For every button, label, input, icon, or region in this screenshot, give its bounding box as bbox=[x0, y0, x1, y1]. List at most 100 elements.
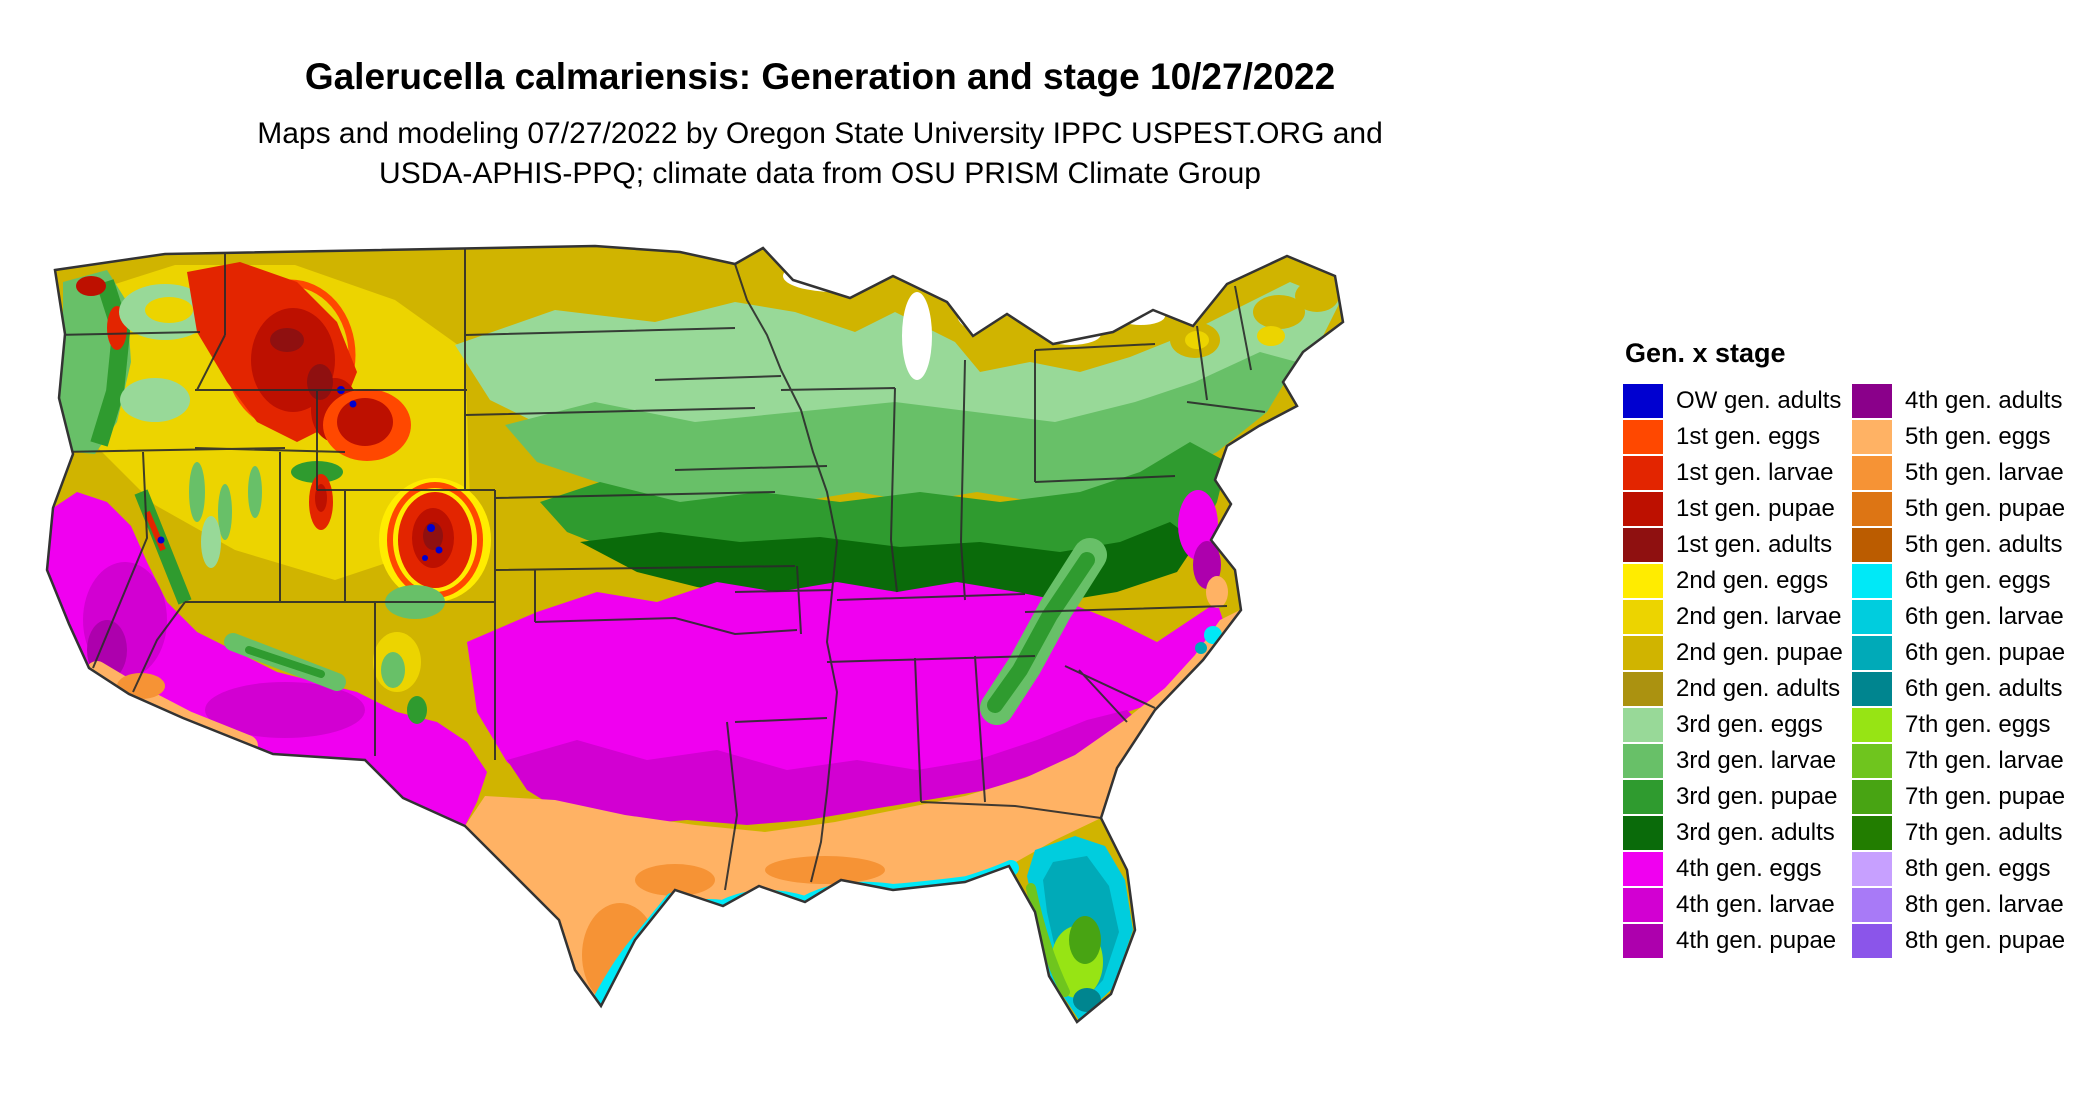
legend-swatch bbox=[1623, 816, 1663, 850]
legend-swatch bbox=[1852, 384, 1892, 418]
legend-swatch bbox=[1852, 456, 1892, 490]
legend-swatch bbox=[1623, 456, 1663, 490]
legend-swatch bbox=[1852, 708, 1892, 742]
map-container bbox=[35, 240, 1565, 1085]
mogollon-dark-green bbox=[245, 646, 325, 678]
legend-swatch bbox=[1852, 564, 1892, 598]
legend-swatch bbox=[1623, 564, 1663, 598]
nc-sound-teal-speck bbox=[1195, 642, 1207, 654]
us-outline bbox=[45, 244, 1345, 1024]
legend-label: 3rd gen. eggs bbox=[1676, 711, 1823, 738]
appalachian-dark-ridge bbox=[987, 552, 1095, 713]
legend-label: 1st gen. eggs bbox=[1676, 423, 1821, 450]
legend-row: 4th gen. eggs bbox=[1623, 851, 1852, 887]
legend-swatch bbox=[1623, 384, 1663, 418]
page-title: Galerucella calmariensis: Generation and… bbox=[304, 56, 1336, 97]
legend-label: 6th gen. pupae bbox=[1905, 639, 2066, 666]
legend-row: 6th gen. adults bbox=[1852, 671, 2065, 707]
great-basin-green-stripe bbox=[248, 466, 262, 518]
legend-swatch bbox=[1852, 672, 1892, 706]
legend-label: 4th gen. pupae bbox=[1676, 927, 1837, 954]
yuma-orange bbox=[117, 673, 165, 699]
legend-row: 3rd gen. adults bbox=[1623, 815, 1852, 851]
legend-label: 3rd gen. larvae bbox=[1676, 747, 1837, 774]
maine-mustard bbox=[1295, 280, 1339, 312]
new-mexico-green bbox=[381, 652, 405, 688]
legend-swatch bbox=[1852, 852, 1892, 886]
legend-row: 7th gen. larvae bbox=[1852, 743, 2065, 779]
ow-blue-speck bbox=[435, 546, 443, 554]
legend-label: 2nd gen. adults bbox=[1676, 675, 1841, 702]
legend-label: 3rd gen. adults bbox=[1676, 819, 1835, 846]
legend-row: 8th gen. pupae bbox=[1852, 923, 2065, 959]
legend-swatch bbox=[1623, 924, 1663, 958]
legend-label: 1st gen. larvae bbox=[1676, 459, 1834, 486]
ow-blue-speck bbox=[427, 524, 435, 532]
legend-swatch bbox=[1852, 528, 1892, 562]
legend-label: 2nd gen. larvae bbox=[1676, 603, 1842, 630]
legend-row: 1st gen. eggs bbox=[1623, 419, 1852, 455]
florida-tip-dark-teal bbox=[1073, 988, 1101, 1012]
legend-row: 4th gen. pupae bbox=[1623, 923, 1852, 959]
ow-blue-speck bbox=[422, 555, 428, 561]
ow-blue-speck bbox=[157, 536, 165, 544]
ow-blue-speck bbox=[349, 400, 357, 408]
legend-label: 2nd gen. pupae bbox=[1676, 639, 1843, 666]
legend-swatch bbox=[1623, 420, 1663, 454]
legend-row: OW gen. adults bbox=[1623, 383, 1852, 419]
legend-row: 5th gen. eggs bbox=[1852, 419, 2065, 455]
legend-label: 4th gen. eggs bbox=[1676, 855, 1822, 882]
legend-swatch bbox=[1623, 708, 1663, 742]
legend-row: 7th gen. eggs bbox=[1852, 707, 2065, 743]
region-gulf-orange bbox=[765, 856, 885, 884]
legend-label: 1st gen. pupae bbox=[1676, 495, 1835, 522]
legend-label: 4th gen. adults bbox=[1905, 387, 2063, 414]
legend-row: 1st gen. larvae bbox=[1623, 455, 1852, 491]
legend-row: 2nd gen. larvae bbox=[1623, 599, 1852, 635]
great-basin-green-stripe bbox=[189, 462, 205, 522]
legend-label: 4th gen. larvae bbox=[1676, 891, 1835, 918]
legend-row: 4th gen. larvae bbox=[1623, 887, 1852, 923]
legend-label: 8th gen. eggs bbox=[1905, 855, 2051, 882]
legend-row: 2nd gen. adults bbox=[1623, 671, 1852, 707]
legend-column: OW gen. adults 1st gen. eggs 1st gen. larv… bbox=[1623, 383, 1852, 959]
legend-swatch bbox=[1623, 744, 1663, 778]
southwest-magenta bbox=[47, 492, 487, 826]
legend-swatch bbox=[1623, 600, 1663, 634]
map-paint-layers bbox=[47, 246, 1343, 1022]
legend-swatch bbox=[1623, 528, 1663, 562]
legend-row: 4th gen. adults bbox=[1852, 383, 2065, 419]
sierra-red-ridge bbox=[144, 510, 166, 552]
legend-label: 3rd gen. pupae bbox=[1676, 783, 1838, 810]
legend-label: 7th gen. pupae bbox=[1905, 783, 2066, 810]
legend-swatch bbox=[1852, 420, 1892, 454]
legend-row: 1st gen. pupae bbox=[1623, 491, 1852, 527]
legend-columns: OW gen. adults 1st gen. eggs 1st gen. larv… bbox=[1623, 383, 2065, 959]
legend-label: 5th gen. adults bbox=[1905, 531, 2063, 558]
region-virginia-coast-orange bbox=[1206, 576, 1228, 608]
florida-west-coast-green bbox=[1026, 883, 1070, 997]
rockies-maroon-patch bbox=[270, 328, 304, 352]
legend-label: 6th gen. larvae bbox=[1905, 603, 2064, 630]
legend-row: 5th gen. adults bbox=[1852, 527, 2065, 563]
arizona-magenta-dark bbox=[205, 682, 365, 738]
legend-label: 6th gen. adults bbox=[1905, 675, 2063, 702]
legend-column: 4th gen. adults 5th gen. eggs 5th gen. lar… bbox=[1852, 383, 2065, 959]
region-texas-coast-orange bbox=[635, 864, 715, 896]
nc-sound-cyan-speck bbox=[1204, 626, 1222, 644]
sacramento-mtns-green bbox=[407, 696, 427, 724]
legend-row: 5th gen. pupae bbox=[1852, 491, 2065, 527]
legend: Gen. x stage OW gen. adults 1st gen. eggs… bbox=[1623, 338, 2065, 959]
legend-swatch bbox=[1623, 672, 1663, 706]
legend-row: 6th gen. eggs bbox=[1852, 563, 2065, 599]
oregon-light-green bbox=[120, 378, 190, 422]
legend-row: 2nd gen. eggs bbox=[1623, 563, 1852, 599]
adirondacks-yellow bbox=[1185, 331, 1209, 349]
lake-michigan bbox=[902, 292, 932, 380]
great-basin-green-stripe bbox=[218, 484, 232, 540]
legend-row: 6th gen. larvae bbox=[1852, 599, 2065, 635]
white-mtns-yellow bbox=[1257, 326, 1285, 346]
legend-swatch bbox=[1852, 780, 1892, 814]
yellowstone-dark-red bbox=[337, 398, 393, 446]
